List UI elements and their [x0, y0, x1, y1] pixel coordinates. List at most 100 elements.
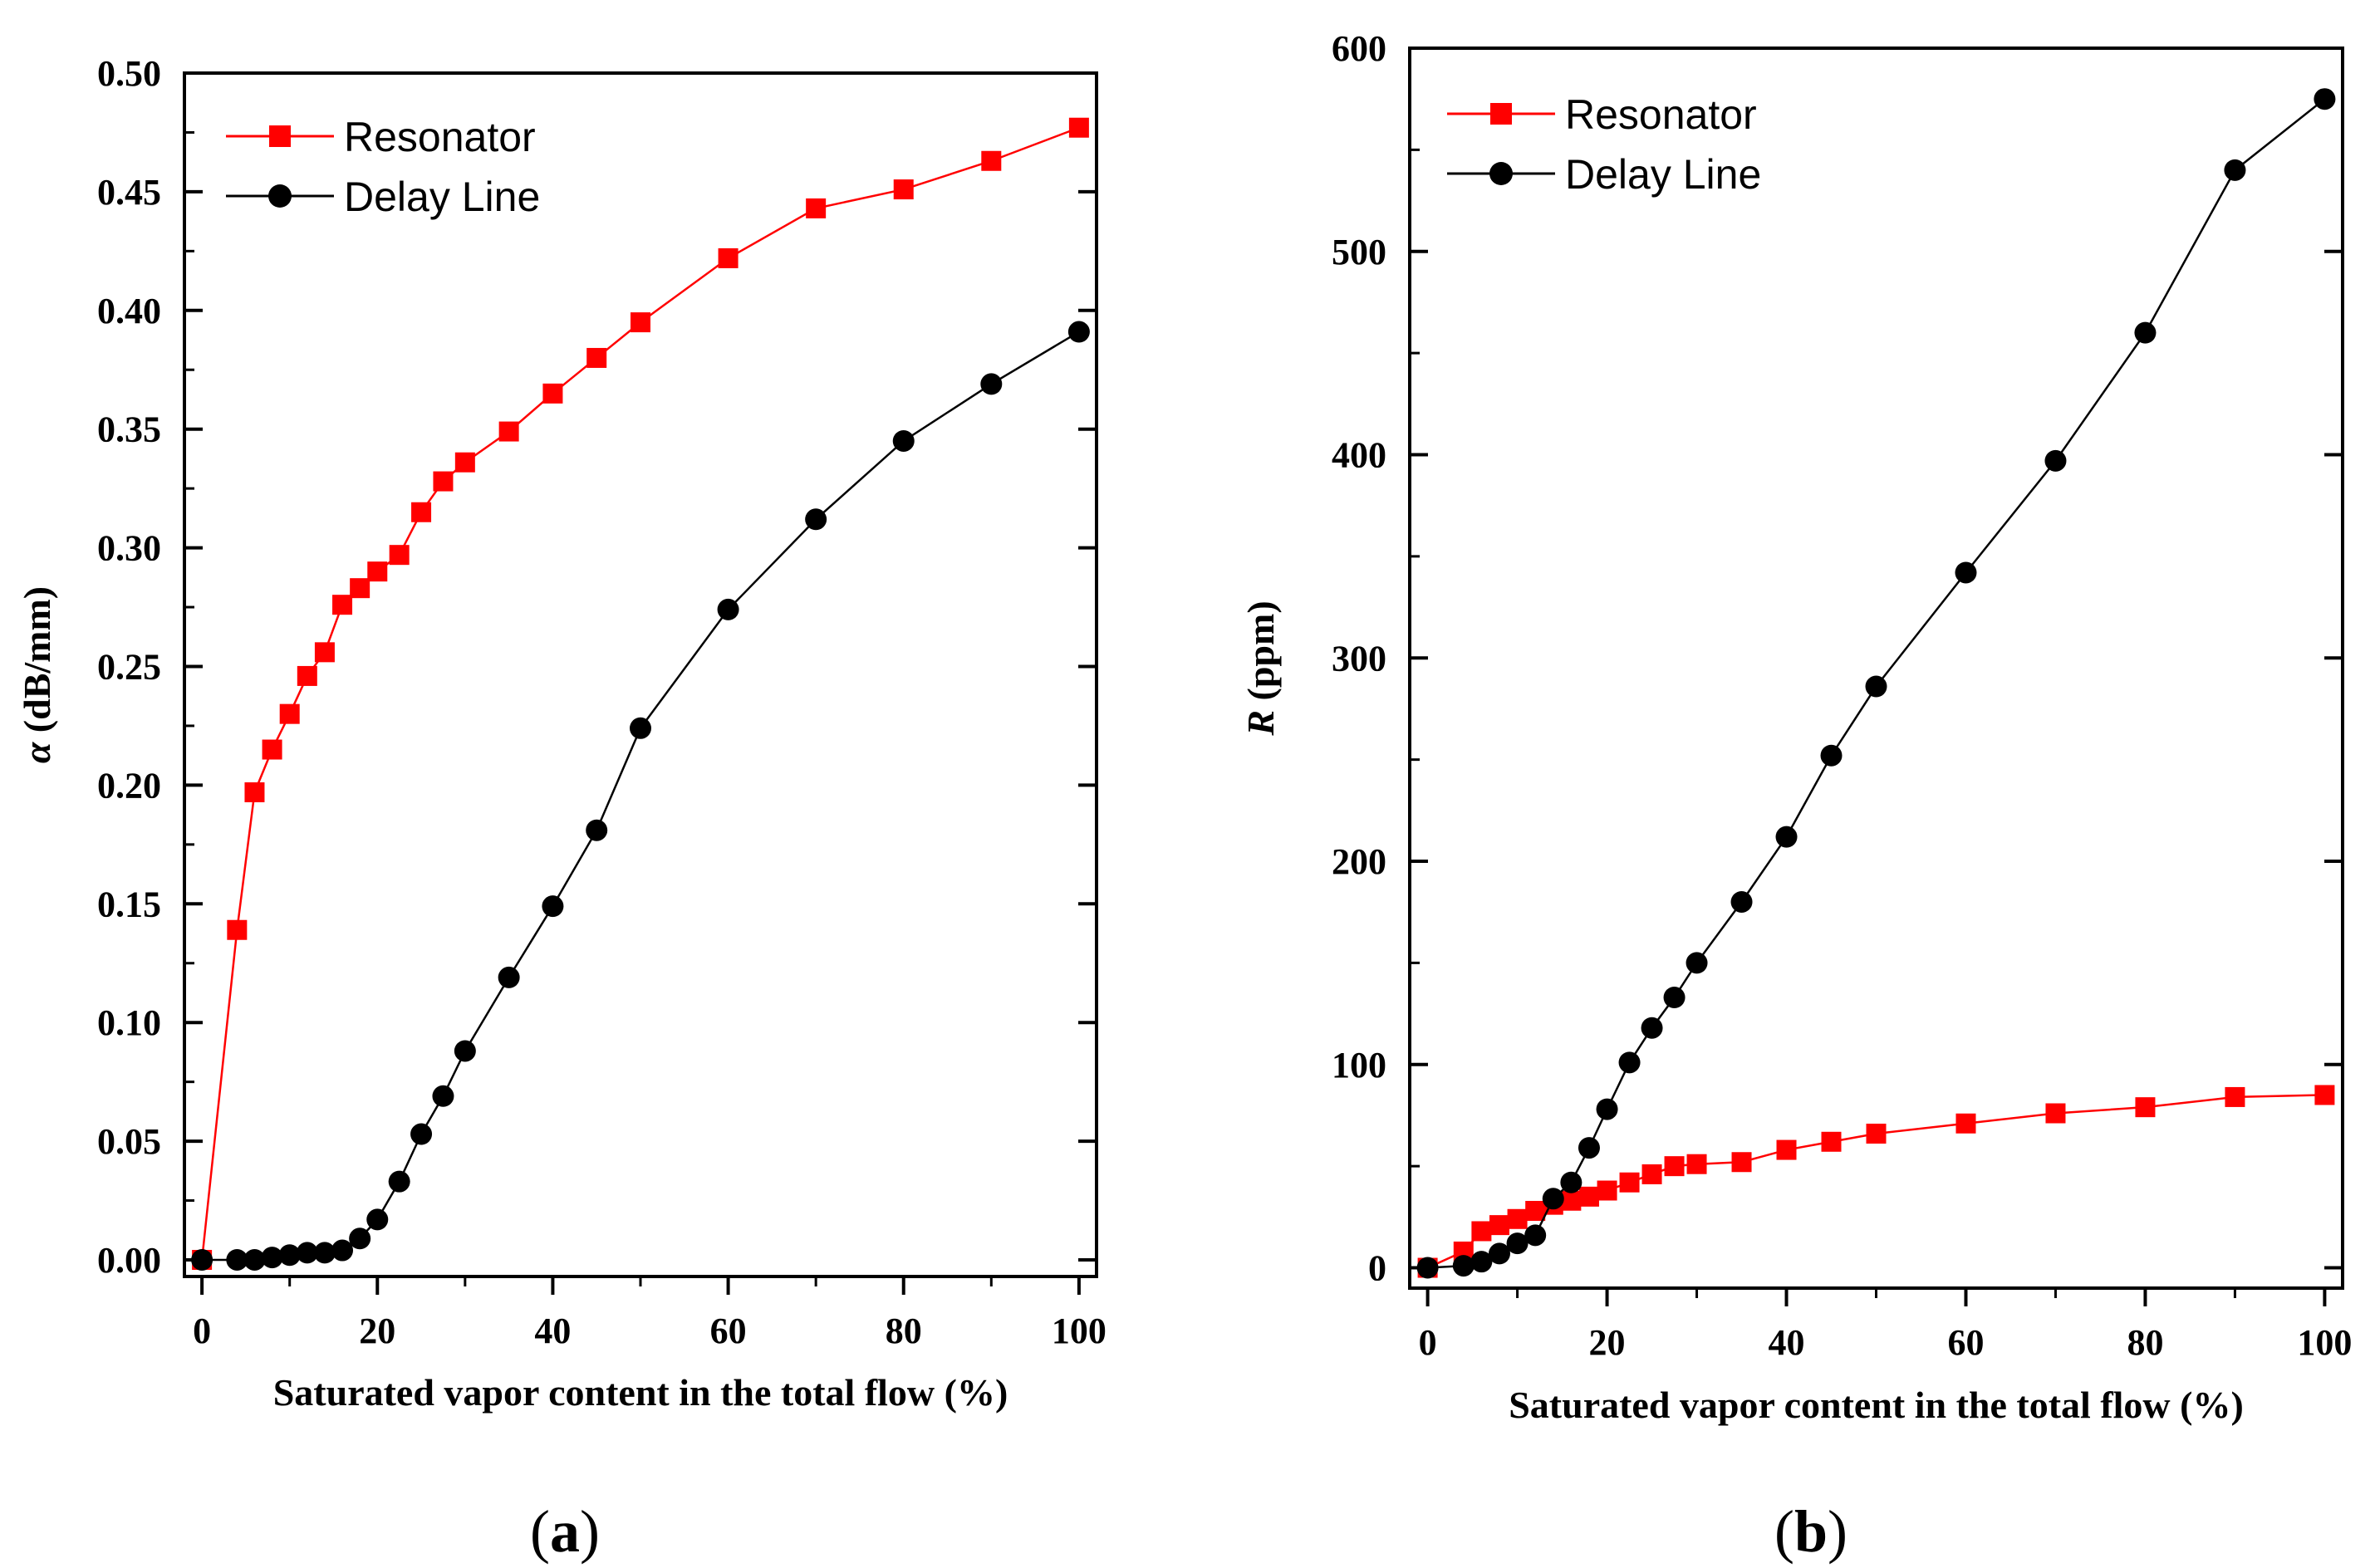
- y-tick-label: 0.05: [97, 1121, 161, 1162]
- legend-label: Resonator: [344, 114, 536, 160]
- resonator-point: [981, 150, 1002, 171]
- y-tick-label: 200: [1332, 841, 1386, 882]
- legend-label: Resonator: [1565, 91, 1757, 138]
- resonator-point: [297, 665, 317, 686]
- resonator-point: [350, 578, 370, 599]
- panel-label: (b): [1774, 1498, 1847, 1565]
- delay-line-point: [1820, 744, 1843, 767]
- legend-label: Delay Line: [1565, 151, 1761, 198]
- x-tick-label: 20: [1589, 1322, 1626, 1363]
- x-tick-label: 20: [359, 1311, 395, 1351]
- delay-line-point: [1560, 1171, 1583, 1193]
- x-tick-label: 0: [193, 1311, 211, 1351]
- resonator-point: [262, 739, 282, 760]
- resonator-point: [1489, 1215, 1509, 1236]
- delay-line-point: [1686, 952, 1708, 974]
- y-tick-label: 0.20: [97, 765, 161, 806]
- delay-line-point: [432, 1085, 454, 1107]
- delay-line-point: [2044, 449, 2067, 472]
- delay-line-point: [1578, 1137, 1600, 1159]
- delay-line-point: [1067, 321, 1090, 343]
- resonator-point: [806, 198, 827, 218]
- panel-b-chart: 0 100 200 300 400 500 600 0 20 40 60 80 100 Saturated…: [1239, 28, 2352, 1565]
- resonator-point: [227, 919, 248, 940]
- y-tick-label: 500: [1332, 232, 1386, 272]
- y-tick-label: 0.40: [97, 291, 161, 331]
- delay-line-point: [243, 1248, 266, 1271]
- resonator-point: [1068, 117, 1089, 138]
- x-tick-label: 60: [1947, 1322, 1984, 1363]
- panel-paren-close: ): [580, 1498, 600, 1565]
- series-line-delay-line: [202, 331, 1080, 1262]
- resonator-point: [1641, 1164, 1662, 1184]
- plot-frame: [183, 71, 1098, 1278]
- x-tick-label: 80: [2127, 1322, 2163, 1363]
- y-tick-label: 0: [1368, 1248, 1386, 1289]
- y-tick-label: 0.10: [97, 1002, 161, 1043]
- resonator-point: [1507, 1208, 1528, 1229]
- legend-marker-square: [1490, 103, 1512, 125]
- delay-line-point: [1470, 1251, 1493, 1273]
- series-line-resonator: [200, 126, 1080, 1261]
- delay-line-point: [1730, 890, 1753, 913]
- resonator-point: [1866, 1123, 1887, 1144]
- delay-line-point: [892, 429, 915, 452]
- y-tick-label: 0.25: [97, 646, 161, 687]
- resonator-point: [586, 347, 607, 368]
- delay-line-point: [1775, 826, 1798, 848]
- resonator-point: [2314, 1085, 2335, 1105]
- resonator-point: [1731, 1152, 1752, 1173]
- resonator-point: [631, 312, 650, 333]
- delay-line-point: [2134, 321, 2157, 344]
- resonator-point: [433, 471, 454, 492]
- legend-marker-circle: [268, 184, 292, 208]
- delay-line-point: [1542, 1188, 1564, 1210]
- delay-line-point: [1955, 561, 1977, 584]
- y-axis-label: R (ppm): [1239, 600, 1282, 736]
- resonator-point: [1955, 1113, 1976, 1134]
- y-tick-label: 0.15: [97, 884, 161, 924]
- delay-line-point: [1452, 1255, 1475, 1277]
- y-tick-label: 600: [1332, 28, 1386, 69]
- delay-line-point: [313, 1242, 336, 1264]
- delay-line-point: [1641, 1017, 1663, 1039]
- resonator-point: [1525, 1200, 1546, 1221]
- delay-line-point: [1618, 1051, 1641, 1074]
- resonator-point: [244, 782, 265, 802]
- x-tick-label: 40: [1769, 1322, 1805, 1363]
- resonator-point: [279, 703, 300, 724]
- resonator-point: [314, 642, 335, 663]
- plot-frame: [1408, 47, 2344, 1290]
- resonator-point: [1664, 1156, 1685, 1177]
- delay-line-point: [1865, 675, 1887, 698]
- delay-line-point: [1488, 1242, 1510, 1265]
- delay-line-point: [1524, 1224, 1547, 1247]
- y-axis-unit: (ppm): [1239, 600, 1282, 710]
- y-tick-label: 100: [1332, 1045, 1386, 1085]
- panel-paren-close: ): [1828, 1498, 1847, 1565]
- x-axis-label: Saturated vapor content in the total flo…: [1509, 1384, 2244, 1426]
- resonator-point: [1597, 1180, 1617, 1201]
- resonator-point: [1686, 1154, 1707, 1174]
- resonator-point: [1776, 1139, 1797, 1160]
- y-axis-symbol: α: [16, 741, 58, 763]
- y-tick-label: 0.45: [97, 172, 161, 213]
- y-axis-unit: (dB/mm): [16, 586, 58, 742]
- delay-line-point: [226, 1248, 248, 1271]
- panel-letter: a: [550, 1498, 580, 1565]
- resonator-point: [893, 179, 914, 200]
- resonator-point: [1619, 1172, 1640, 1193]
- y-tick-label: 0.30: [97, 528, 161, 569]
- y-axis-label: α (dB/mm): [16, 586, 58, 763]
- resonator-point: [1821, 1131, 1842, 1152]
- resonator-point: [389, 545, 410, 566]
- delay-line-point: [454, 1040, 476, 1062]
- delay-line-point: [1596, 1098, 1618, 1120]
- resonator-point: [367, 561, 388, 582]
- resonator-point: [1471, 1221, 1492, 1242]
- delay-line-point: [498, 966, 520, 988]
- resonator-point: [2045, 1103, 2066, 1124]
- y-tick-label: 0.00: [97, 1240, 161, 1281]
- resonator-point: [718, 247, 739, 268]
- resonator-point: [2225, 1086, 2245, 1107]
